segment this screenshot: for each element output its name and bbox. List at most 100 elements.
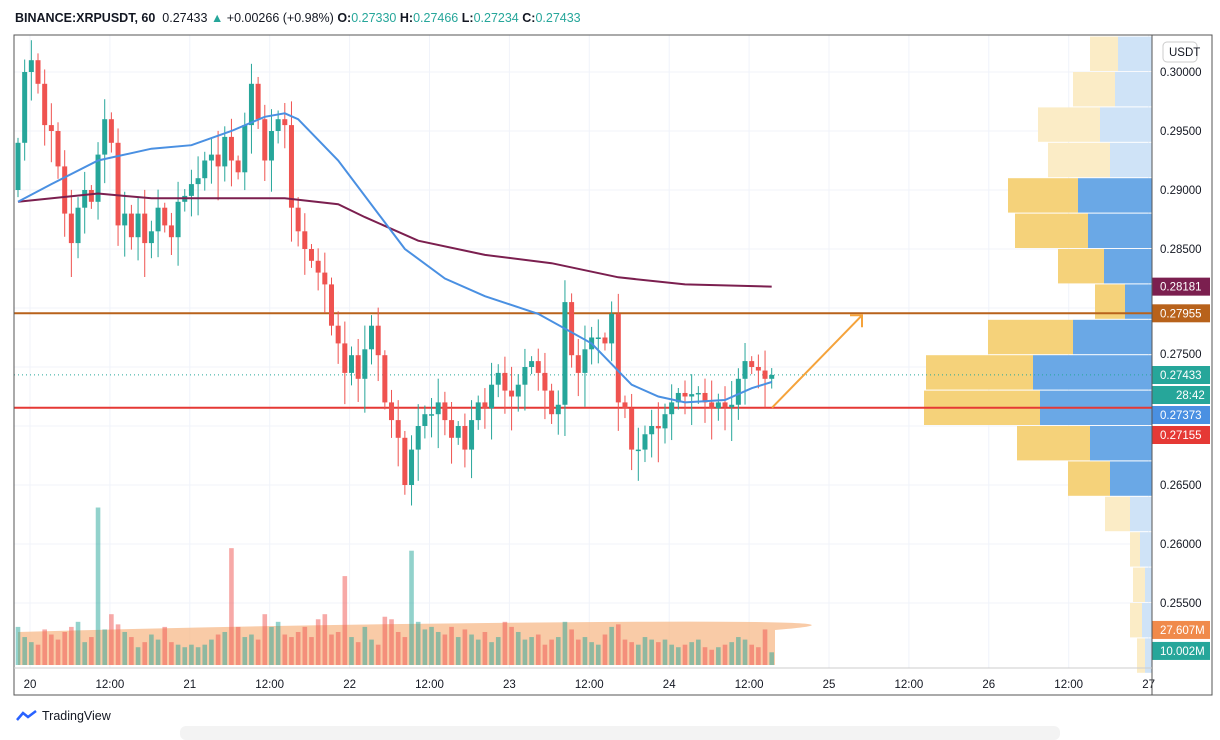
volume-bar [415,621,421,665]
low-value: 0.27234 [473,11,519,25]
price-tag-label: 27.607M [1160,625,1205,637]
low-label: L: [461,11,474,25]
fast-moving-average-line [17,112,772,404]
volume-bar [302,626,308,665]
volume-bar [529,637,534,665]
currency-badge[interactable]: USDT [1162,41,1200,63]
horizontal-lines[interactable] [14,312,1152,409]
candle-down [168,225,174,238]
candle-down [355,355,361,379]
volume-bar [229,548,234,665]
volume-bar [762,629,768,665]
candle-down [722,402,728,408]
volume-bar [462,629,468,665]
candle-up [242,125,248,173]
volume-profile-up-bar [1110,461,1152,496]
volume-bar [402,637,408,665]
candle-down [375,325,381,356]
volume-bar [756,647,761,665]
volume-bar [262,614,268,665]
candle-up [362,349,368,379]
price-axis-label: 0.26000 [1160,539,1202,551]
candle-down [255,83,261,120]
volume-bar [589,642,594,665]
candle-down [128,213,134,238]
horizontal-scrollbar[interactable] [180,726,1060,740]
price-tag: 0.27373 [1152,406,1210,424]
candle-down [389,402,395,421]
candle-down [295,207,301,232]
volume-bar [696,639,701,665]
candle-down [762,370,768,379]
volume-bar [242,637,248,665]
volume-bar [542,644,548,665]
volume-profile-down-bar [1133,567,1145,602]
last-price: 0.27433 [162,11,208,25]
time-axis-label: 20 [24,679,37,691]
time-axis-label: 22 [343,679,356,691]
close-value: 0.27433 [535,11,581,25]
price-axis-label: 0.30000 [1160,67,1202,79]
volume-profile-down-bar [988,319,1073,355]
candle-down [55,131,61,167]
volume-bar [342,576,348,665]
candle-down [262,119,268,161]
tradingview-logo-icon [16,710,37,721]
candle-up [415,426,421,450]
price-tag-bg [1152,277,1210,296]
volume-bar [255,639,261,665]
candle-up [609,313,615,344]
volume-bar [209,639,214,665]
time-axis-label: 26 [982,679,995,691]
volume-bar [656,642,661,665]
volume-bar [469,634,474,665]
volume-bar [195,647,201,665]
candle-up [75,207,81,244]
volume-profile-up-bar [1140,532,1152,567]
candle-down [88,190,94,202]
price-tag: 0.27155 [1152,426,1210,444]
volume-bar [535,634,541,665]
volume-bar [502,621,508,665]
volume-bar [249,634,254,665]
volume-profile-down-bar [1073,72,1115,107]
candle-up [369,325,375,350]
volume-bar [62,631,67,665]
candle-up [188,184,194,196]
volume-bar [555,637,561,665]
candle-down [755,367,761,371]
volume-bar [202,644,208,665]
volume-profile-down-bar [1068,461,1110,496]
volume-bar [269,626,274,665]
volume-bar [709,649,714,665]
candle-up [595,337,601,339]
volume-bar [669,644,674,665]
tradingview-logo[interactable]: TradingView [16,709,111,723]
candle-up [202,160,208,179]
candle-down [235,160,241,173]
volume-profile-down-bar [1090,36,1118,71]
volume-bar [282,634,288,665]
volume-bar [649,639,654,665]
volume-bar [82,642,87,665]
open-value: 0.27330 [351,11,397,25]
candle-up [742,361,748,379]
volume-bar [275,621,281,665]
symbol-label[interactable]: BINANCE:XRPUSDT, 60 [15,11,156,25]
candle-up [689,394,695,397]
projection-arrow[interactable] [771,314,863,409]
candle-up [268,131,274,161]
time-axis-label: 21 [183,679,196,691]
time-axis-label: 24 [663,679,676,691]
candle-up [489,384,495,409]
volume-profile-down-bar [926,355,1033,390]
candle-up [248,83,254,126]
volume-bar [702,647,708,665]
volume-profile-down-bar [1105,496,1130,532]
candle-down [342,343,348,373]
candle-down [449,420,455,438]
price-axis-label: 0.25500 [1160,598,1202,610]
volume-bar [49,634,54,665]
candle-down [35,60,41,84]
